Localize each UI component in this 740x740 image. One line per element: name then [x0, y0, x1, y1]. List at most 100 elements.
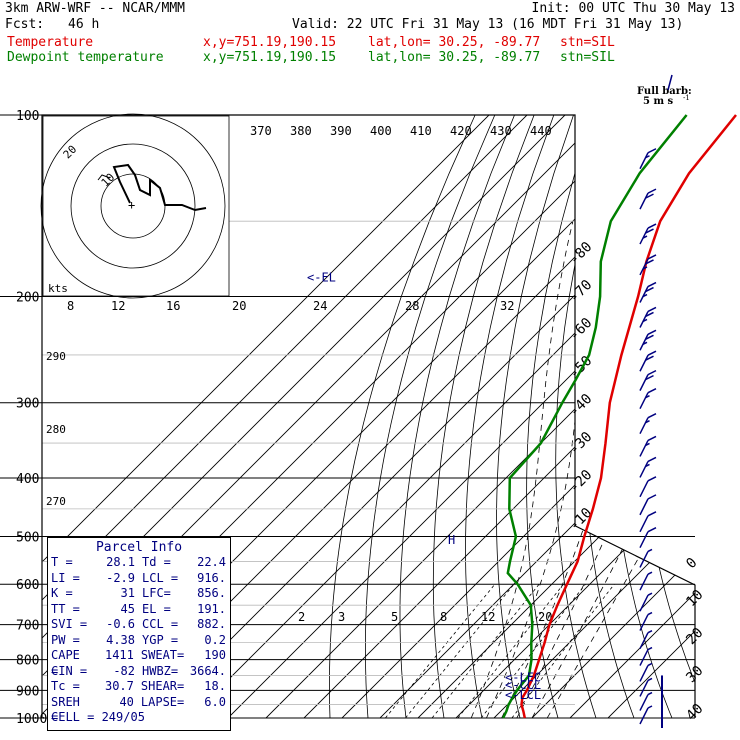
isotherm-label: 0: [683, 555, 700, 572]
parcel-value: 856.: [197, 586, 226, 600]
wind-barb-flag: [647, 435, 657, 442]
hodograph-speed-label: 8: [67, 299, 74, 313]
wind-barb: [639, 354, 649, 372]
theta-label: 380: [290, 124, 312, 138]
pressure-label: 800: [16, 654, 39, 669]
parcel-label: CIN =: [51, 663, 88, 678]
isotherm: [341, 115, 695, 718]
ccl-marker: <-CCL: [505, 678, 541, 692]
parcel-label: LAPSE=: [140, 694, 185, 709]
wind-barb: [639, 614, 649, 631]
isotherm: [379, 115, 695, 718]
parcel-value: 916.: [197, 570, 226, 585]
wind-barb-flag: [647, 476, 657, 482]
isotherm: [303, 115, 695, 718]
parcel-label: SREH =: [51, 694, 80, 725]
wind-barb-flag: [645, 286, 654, 293]
hodograph-speed-label: 32: [500, 299, 514, 313]
parcel-value: 882.: [197, 617, 226, 631]
wind-barb-flag: [647, 526, 657, 533]
parcel-label: CAPE =: [51, 648, 80, 678]
hodograph-speed-label: 20: [232, 299, 246, 313]
hodograph-arrow: [97, 174, 111, 181]
parcel-label: YGP =: [142, 632, 179, 647]
hodograph-origin: +: [128, 198, 135, 212]
isotherm-label: 40: [683, 701, 706, 724]
wind-barb-flag: [645, 311, 654, 318]
wind-barb-flag: [645, 228, 654, 234]
forecast-label: Fcst:: [5, 17, 45, 32]
hodograph-speed-label: 28: [405, 299, 419, 313]
wind-barb-flag: [647, 281, 657, 288]
isotherm-label: -70: [566, 277, 595, 306]
wind-barb-half: [645, 442, 650, 447]
wind-barb-flag: [645, 259, 654, 265]
lfc-marker: <-LFC: [505, 670, 541, 684]
parcel-info-title: Parcel Info: [95, 540, 183, 555]
hodograph-speed-label: 12: [111, 299, 125, 313]
wind-barb: [639, 480, 649, 498]
isotherm-label: -60: [566, 315, 595, 344]
valid-time: Valid: 22 UTC Fri 31 May 13 (16 MDT Fri …: [292, 17, 684, 32]
parcel-value: 1411: [104, 648, 134, 662]
parcel-label: HWBZ=: [142, 663, 179, 678]
parcel-label: K =: [51, 586, 73, 600]
level-marker-h: H: [448, 533, 455, 547]
parcel-info-row: CAPE = 1411 SWEAT= 190: [48, 648, 230, 678]
parcel-info-row: Tc = 30.7 SHEAR= 18.: [48, 679, 230, 695]
wind-barb: [639, 551, 649, 568]
dewpoint-line: [501, 114, 688, 719]
isotherm-label: 10: [683, 587, 706, 610]
isotherm: [569, 115, 695, 718]
wind-barb: [639, 594, 649, 612]
parcel-info-row: T = 28.1 Td = 22.4: [48, 555, 230, 571]
wind-barb: [639, 258, 649, 276]
wind-barb-flag: [647, 329, 657, 335]
wind-barb: [639, 531, 649, 549]
hodograph-trace: [112, 163, 207, 212]
pressure-label: 700: [16, 619, 39, 634]
parcel-value: 191.: [197, 601, 226, 616]
parcel-value: 40: [119, 694, 134, 709]
dewpoint-legend: Dewpoint temperature: [7, 50, 164, 65]
isotherm: [493, 115, 695, 718]
wind-barb-half: [647, 571, 653, 575]
moist-adiabat: [531, 221, 695, 718]
wind-barb-flag: [647, 223, 657, 229]
wind-barb: [639, 649, 649, 666]
wind-barb-half: [645, 155, 650, 159]
isotherm-label: -40: [566, 391, 595, 420]
isotherm-label: -50: [566, 353, 595, 382]
mixing-ratio-label: 20: [538, 610, 552, 624]
hodograph-axis-label: kts: [48, 282, 68, 295]
parcel-info-row: SREH = 40 LAPSE= 6.0: [48, 694, 230, 725]
parcel-label: SWEAT=: [140, 648, 185, 662]
wind-barb: [639, 461, 649, 478]
parcel-value: 28.1: [106, 555, 135, 569]
wind-barb-half: [645, 395, 650, 399]
pressure-label: 200: [16, 291, 39, 306]
el-marker: <-EL: [307, 270, 336, 284]
barb-legend-sup: -1: [683, 94, 690, 102]
wind-barb-flag: [645, 374, 654, 381]
parcel-value: -82: [113, 663, 135, 678]
mixing-ratio-label: 8: [440, 610, 447, 624]
parcel-value: 0.2: [204, 632, 226, 647]
hodograph-ring: [70, 143, 196, 269]
parcel-label: CCL =: [142, 617, 179, 631]
temperature-legend: Temperature: [7, 35, 94, 50]
dry-adiabat: [526, 115, 594, 718]
wind-barb-flag: [647, 254, 657, 260]
parcel-label: SVI =: [51, 617, 88, 631]
plot-border: [41, 114, 696, 718]
parcel-label: SHEAR=: [140, 679, 185, 693]
isotherm: [227, 115, 695, 718]
wind-barb: [639, 192, 649, 210]
theta-label: 370: [250, 124, 272, 138]
wind-barb: [639, 632, 649, 649]
parcel-info-row: CIN = -82 HWBZ= 3664.: [48, 664, 230, 680]
wind-barb-half: [642, 293, 648, 298]
parcel-info-row: SVI = -0.6 CCL = 882.: [48, 617, 230, 633]
wind-barb-flag: [645, 355, 654, 361]
parcel-info-row: TT = 45 EL = 191.: [48, 602, 230, 618]
